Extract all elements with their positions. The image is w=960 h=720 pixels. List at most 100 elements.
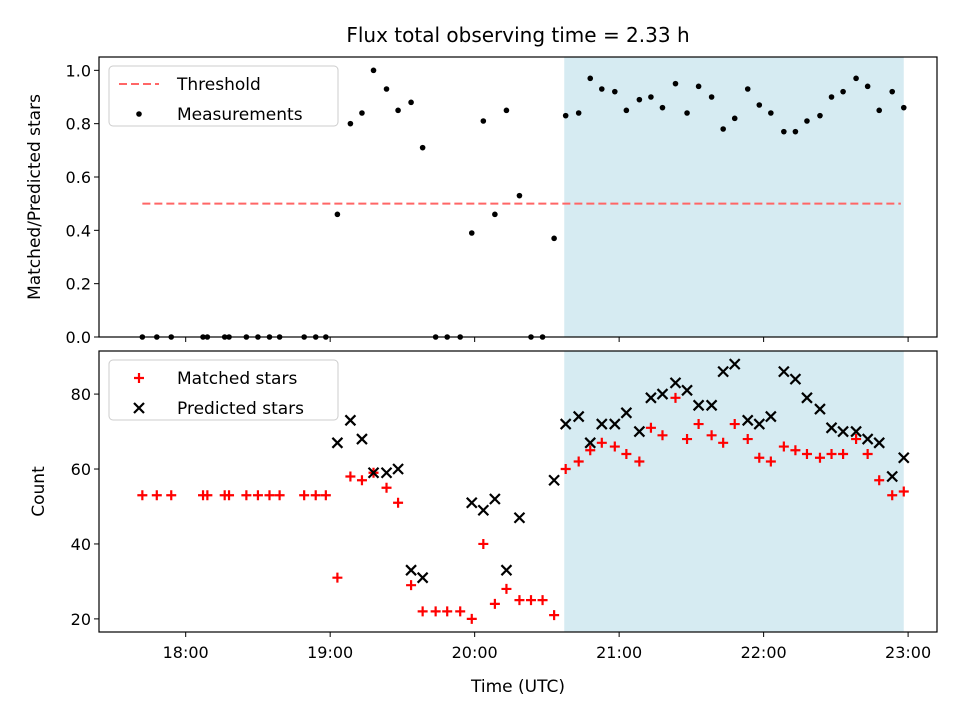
matched-star-point	[887, 490, 898, 501]
observing-span-shade	[564, 57, 904, 337]
matched-star-point	[862, 449, 873, 460]
predicted-star-point	[609, 418, 621, 430]
x-tick-label: 20:00	[452, 643, 498, 662]
legend-box	[108, 65, 339, 127]
legend-entry-label: Predicted stars	[177, 399, 304, 419]
matched-star-point	[310, 490, 321, 501]
measurement-point	[731, 115, 738, 122]
matched-star-point	[489, 598, 500, 609]
x-tick-label: 18:00	[163, 643, 209, 662]
matched-star-point	[634, 456, 645, 467]
measurement-point	[659, 104, 666, 111]
y-axis-label: Matched/Predicted stars	[25, 94, 45, 300]
matched-star-point	[718, 437, 729, 448]
matched-star-point	[320, 490, 331, 501]
measurement-point	[900, 104, 907, 111]
legend-matched-swatch	[134, 373, 144, 383]
measurement-point	[395, 107, 401, 114]
predicted-star-point	[861, 433, 874, 445]
matched-star-point	[381, 482, 392, 493]
matched-star-point	[455, 606, 466, 617]
measurement-point	[468, 230, 475, 236]
measurement-point	[889, 88, 896, 95]
matched-star-point	[501, 583, 512, 594]
predicted-star-point	[367, 466, 380, 479]
y-tick-label: 0.4	[66, 221, 91, 240]
legend-entry-label: Matched stars	[177, 369, 297, 389]
predicted-star-point	[548, 474, 560, 487]
matched-star-point	[514, 595, 525, 606]
matched-star-point	[765, 456, 776, 467]
measurement-point	[359, 110, 365, 116]
measurement-point	[562, 112, 569, 119]
matched-star-point	[264, 490, 275, 501]
measurement-point	[636, 96, 643, 103]
measurement-point	[840, 88, 846, 95]
predicted-star-point	[801, 392, 813, 404]
matched-star-point	[585, 445, 596, 456]
predicted-star-point	[645, 392, 657, 404]
measurement-point	[503, 107, 510, 114]
measurement-point	[612, 88, 618, 95]
matched-star-point	[826, 449, 837, 460]
y-tick-label: 60	[71, 460, 91, 479]
measurement-point	[419, 144, 426, 151]
predicted-star-point	[559, 418, 572, 430]
matched-star-point	[573, 456, 584, 467]
y-axis-label: Count	[29, 466, 49, 517]
axes-frame	[98, 350, 938, 633]
x-tick-label: 22:00	[741, 643, 787, 662]
matched-star-point	[406, 580, 417, 591]
legend-entry-label: Threshold	[176, 75, 261, 95]
measurement-point	[648, 94, 654, 100]
measurement-point	[828, 94, 835, 100]
predicted-star-point	[825, 422, 838, 434]
x-tick-label: 21:00	[596, 643, 642, 662]
matched-star-point	[657, 430, 668, 441]
matched-star-point	[202, 490, 213, 501]
matched-star-point	[345, 471, 356, 482]
matched-star-point	[332, 572, 343, 583]
matched-star-point	[560, 464, 571, 475]
matched-star-point	[356, 475, 367, 486]
measurement-point	[587, 75, 594, 82]
predicted-star-point	[356, 433, 368, 445]
predicted-star-point	[681, 384, 693, 397]
matched-star-point	[526, 595, 537, 606]
measurement-point	[370, 67, 377, 74]
predicted-star-point	[717, 365, 729, 378]
measurement-point	[864, 83, 871, 90]
legend-predicted-swatch	[133, 402, 145, 414]
measurement-point	[492, 211, 498, 218]
predicted-star-point	[500, 564, 513, 576]
matched-star-point	[417, 606, 428, 617]
bottom-subplot: 20 40 60 80 18:00 19:00 20:00 21:00 22:00 23:00 Co…	[29, 350, 938, 697]
predicted-star-point	[897, 452, 910, 464]
matched-star-point	[645, 422, 656, 433]
matched-star-point	[851, 434, 862, 445]
predicted-star-point	[837, 425, 849, 438]
y-tick-label: 0.8	[66, 115, 91, 134]
measurement-point	[672, 80, 679, 87]
measurement-point	[768, 110, 774, 116]
axes-frame	[98, 56, 938, 338]
y-tick-label: 20	[71, 610, 91, 629]
matched-star-point	[742, 434, 753, 445]
legend-measurement-swatch	[136, 111, 142, 117]
matched-star-point	[609, 441, 620, 452]
matched-star-point	[430, 606, 441, 617]
matched-star-point	[682, 434, 693, 445]
predicted-star-point	[669, 377, 682, 389]
measurement-point	[804, 118, 810, 124]
matched-star-point	[274, 490, 285, 501]
matched-star-point	[814, 452, 825, 463]
measurement-point	[599, 86, 605, 92]
y-tick-label: 80	[71, 385, 91, 404]
measurement-point	[876, 107, 883, 114]
predicted-star-point	[814, 403, 826, 415]
matched-star-point	[299, 490, 310, 501]
measurement-point	[792, 128, 799, 135]
matched-star-point	[693, 419, 704, 430]
measurement-point	[756, 102, 763, 108]
matched-star-point	[596, 437, 607, 448]
